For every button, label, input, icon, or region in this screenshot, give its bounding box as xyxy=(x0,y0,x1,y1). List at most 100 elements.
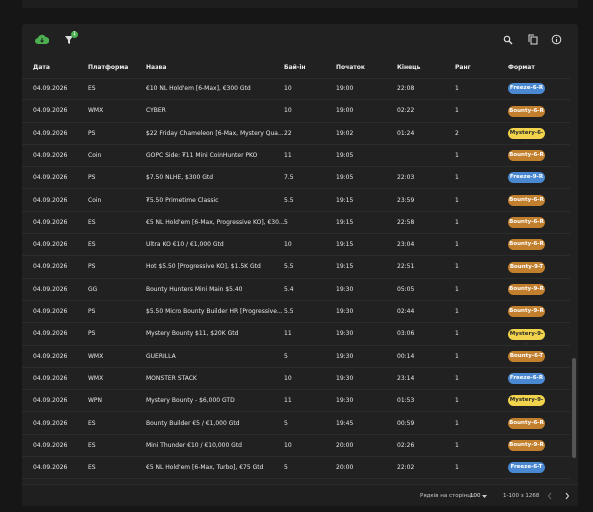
column-header: Платформа xyxy=(88,64,129,71)
date-cell: 04.09.2026 xyxy=(33,196,68,204)
start-cell: 19:00 xyxy=(336,107,354,115)
rank-cell: 1 xyxy=(455,263,459,271)
buy-in-cell: 10 xyxy=(284,441,292,449)
start-cell: 19:15 xyxy=(336,241,354,249)
name-cell: $5.50 Micro Bounty Builder HR [Progressi… xyxy=(146,308,283,315)
format-badge: Bounty-9-R xyxy=(508,306,545,318)
name-cell: Ultra KO €10 / €1,000 Gtd xyxy=(146,241,224,249)
date-cell: 04.09.2026 xyxy=(33,308,68,315)
platform-cell: ES xyxy=(88,441,96,449)
prev-page[interactable] xyxy=(547,492,553,500)
date-cell: 04.09.2026 xyxy=(33,107,68,115)
platform-cell: GG xyxy=(88,285,98,293)
rank-cell: 1 xyxy=(455,285,459,293)
buy-in-cell: 10 xyxy=(284,85,292,92)
date-cell: 04.09.2026 xyxy=(33,129,68,137)
end-cell: 02:44 xyxy=(397,308,415,315)
table-row xyxy=(22,457,570,480)
date-cell: 04.09.2026 xyxy=(33,330,68,338)
start-cell: 19:02 xyxy=(336,129,354,137)
start-cell: 19:15 xyxy=(336,196,354,204)
name-cell: CYBER xyxy=(146,107,166,115)
format-badge: Bounty-9-T xyxy=(508,261,545,273)
platform-cell: WMX xyxy=(88,107,104,115)
end-cell: 01:24 xyxy=(397,129,415,137)
format-badge: Freeze-9-R xyxy=(508,172,545,184)
platform-cell: WMX xyxy=(88,374,104,382)
filter-badge: 1 xyxy=(71,31,78,38)
start-cell: 19:30 xyxy=(336,352,354,360)
buy-in-cell: 5.5 xyxy=(284,263,294,271)
rank-cell: 1 xyxy=(455,441,459,449)
table-row xyxy=(22,323,570,346)
rank-cell: 1 xyxy=(455,419,459,427)
table-row xyxy=(22,346,570,368)
format-badge: Bounty-6-R xyxy=(508,239,545,251)
start-cell: 20:00 xyxy=(336,441,354,449)
end-cell: 01:53 xyxy=(397,397,415,405)
name-cell: ₮5.50 Primetime Classic xyxy=(146,196,219,204)
cloud-icon[interactable] xyxy=(35,34,49,46)
buy-in-cell: 5 xyxy=(284,419,288,427)
start-cell: 19:30 xyxy=(336,374,354,382)
platform-cell: ES xyxy=(88,218,96,226)
rows-per-page-select[interactable]: 100 xyxy=(470,493,481,499)
rank-cell: 1 xyxy=(455,241,459,249)
rank-cell: 1 xyxy=(455,330,459,338)
table-row xyxy=(22,190,570,212)
start-cell: 19:30 xyxy=(336,285,354,293)
end-cell: 22:51 xyxy=(397,263,415,271)
rank-cell: 1 xyxy=(455,352,459,360)
buy-in-cell: 5 xyxy=(284,352,288,360)
name-cell: Hot $5.50 [Progressive KO], $1.5K Gtd xyxy=(146,263,261,271)
start-cell: 20:00 xyxy=(336,464,354,472)
rank-cell: 1 xyxy=(455,85,459,92)
rank-cell: 1 xyxy=(455,218,459,226)
buy-in-cell: 7.5 xyxy=(284,174,294,182)
format-badge: Bounty-6-R xyxy=(508,217,545,228)
end-cell: 05:05 xyxy=(397,285,415,293)
date-cell: 04.09.2026 xyxy=(33,464,68,472)
column-header: Початок xyxy=(336,64,365,71)
search-icon[interactable] xyxy=(503,35,513,45)
start-cell: 19:15 xyxy=(336,263,354,271)
scrollbar-thumb[interactable] xyxy=(572,358,576,458)
table-row xyxy=(22,212,570,235)
name-cell: Bounty Builder €5 / €1,000 Gtd xyxy=(146,419,240,427)
copy-icon[interactable] xyxy=(528,34,538,45)
name-cell: GUERILLA xyxy=(146,352,176,360)
buy-in-cell: 10 xyxy=(284,107,292,115)
rank-cell: 1 xyxy=(455,151,459,159)
rows-per-page-label: Рядків на сторінці: xyxy=(420,493,475,499)
table-row xyxy=(22,435,570,458)
rank-cell: 1 xyxy=(455,107,459,115)
rank-cell: 1 xyxy=(455,196,459,204)
format-badge: Bounty-6-T xyxy=(508,350,545,362)
table-row xyxy=(22,100,570,123)
rank-cell: 1 xyxy=(455,374,459,382)
date-cell: 04.09.2026 xyxy=(33,241,68,249)
platform-cell: PS xyxy=(88,174,96,182)
date-cell: 04.09.2026 xyxy=(33,397,68,405)
end-cell: 22:02 xyxy=(397,464,415,472)
platform-cell: PS xyxy=(88,129,96,137)
table-row xyxy=(22,279,570,301)
platform-cell: ES xyxy=(88,241,96,249)
start-cell: 19:30 xyxy=(336,330,354,338)
end-cell: 23:14 xyxy=(397,374,415,382)
name-cell: GOPC Side: ₮11 Mini CoinHunter PKO xyxy=(146,151,258,159)
start-cell: 19:15 xyxy=(336,218,354,226)
column-header: Кінець xyxy=(397,64,421,71)
footer: Рядків на сторінці: 100 1-100 з 1268 xyxy=(22,484,578,506)
dropdown-arrow[interactable] xyxy=(482,495,488,499)
end-cell: 22:08 xyxy=(397,85,415,92)
format-badge: Mystery-9-R xyxy=(508,328,545,348)
date-cell: 04.09.2026 xyxy=(33,218,68,226)
filter-icon[interactable] xyxy=(64,35,74,45)
table-card: 1 Дата Платформа Назва Бай-ін Початок Кінець Р… xyxy=(22,24,578,506)
buy-in-cell: 5 xyxy=(284,464,288,472)
end-cell: 00:14 xyxy=(397,352,415,360)
info-icon[interactable] xyxy=(551,34,562,45)
next-page[interactable] xyxy=(564,492,570,500)
